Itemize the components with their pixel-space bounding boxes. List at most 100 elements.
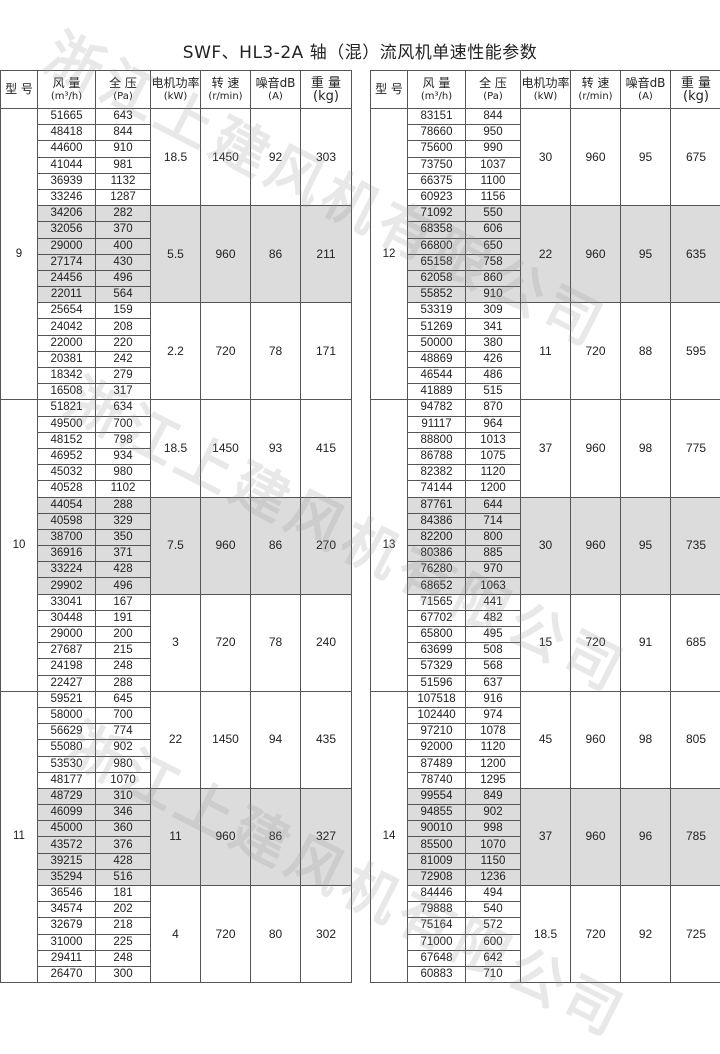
pressure-cell: 910 xyxy=(466,287,521,303)
power-cell: 45 xyxy=(521,691,571,788)
flow-cell: 30448 xyxy=(38,610,96,626)
flow-cell: 79888 xyxy=(408,902,466,918)
flow-cell: 46544 xyxy=(408,368,466,384)
flow-cell: 51821 xyxy=(38,400,96,416)
pressure-cell: 380 xyxy=(466,335,521,351)
flow-cell: 71000 xyxy=(408,934,466,950)
pressure-cell: 242 xyxy=(96,351,151,367)
power-cell: 2.2 xyxy=(151,303,201,400)
pressure-cell: 572 xyxy=(466,918,521,934)
pressure-cell: 370 xyxy=(96,222,151,238)
flow-cell: 33041 xyxy=(38,594,96,610)
pressure-cell: 428 xyxy=(96,853,151,869)
weight-cell: 415 xyxy=(301,400,352,497)
flow-cell: 41889 xyxy=(408,384,466,400)
flow-cell: 27174 xyxy=(38,254,96,270)
flow-cell: 29000 xyxy=(38,238,96,254)
flow-cell: 26470 xyxy=(38,966,96,982)
pressure-cell: 1037 xyxy=(466,157,521,173)
pressure-cell: 637 xyxy=(466,675,521,691)
flow-cell: 53319 xyxy=(408,303,466,319)
flow-cell: 86788 xyxy=(408,448,466,464)
flow-cell: 75164 xyxy=(408,918,466,934)
flow-cell: 27687 xyxy=(38,643,96,659)
pressure-cell: 329 xyxy=(96,513,151,529)
flow-cell: 24042 xyxy=(38,319,96,335)
header-model: 型 号 xyxy=(1,71,38,109)
pressure-cell: 346 xyxy=(96,805,151,821)
pressure-cell: 181 xyxy=(96,886,151,902)
pressure-cell: 1063 xyxy=(466,578,521,594)
flow-cell: 46952 xyxy=(38,448,96,464)
pressure-cell: 634 xyxy=(96,400,151,416)
flow-cell: 45000 xyxy=(38,821,96,837)
pressure-cell: 885 xyxy=(466,546,521,562)
speed-cell: 960 xyxy=(201,206,251,303)
noise-cell: 88 xyxy=(621,303,671,400)
pressure-cell: 1120 xyxy=(466,465,521,481)
weight-cell: 240 xyxy=(301,594,352,691)
weight-cell: 725 xyxy=(671,886,720,983)
flow-cell: 51269 xyxy=(408,319,466,335)
pressure-cell: 1236 xyxy=(466,869,521,885)
pressure-cell: 710 xyxy=(466,966,521,982)
pressure-cell: 643 xyxy=(96,109,151,125)
speed-cell: 960 xyxy=(571,788,621,885)
pressure-cell: 700 xyxy=(96,707,151,723)
weight-cell: 302 xyxy=(301,886,352,983)
header-speed: 转 速(r/min) xyxy=(571,71,621,109)
power-cell: 3 xyxy=(151,594,201,691)
flow-cell: 22000 xyxy=(38,335,96,351)
weight-cell: 735 xyxy=(671,497,720,594)
header-noise: 噪音dB(A) xyxy=(621,71,671,109)
flow-cell: 67702 xyxy=(408,610,466,626)
speed-cell: 960 xyxy=(571,691,621,788)
flow-cell: 40598 xyxy=(38,513,96,529)
pressure-cell: 159 xyxy=(96,303,151,319)
flow-cell: 16508 xyxy=(38,384,96,400)
weight-cell: 303 xyxy=(301,109,352,206)
flow-cell: 46099 xyxy=(38,805,96,821)
flow-cell: 74144 xyxy=(408,481,466,497)
flow-cell: 66375 xyxy=(408,173,466,189)
flow-cell: 32056 xyxy=(38,222,96,238)
pressure-cell: 494 xyxy=(466,886,521,902)
flow-cell: 48418 xyxy=(38,125,96,141)
noise-cell: 91 xyxy=(621,594,671,691)
flow-cell: 38700 xyxy=(38,529,96,545)
speed-cell: 720 xyxy=(201,886,251,983)
flow-cell: 92000 xyxy=(408,740,466,756)
weight-cell: 685 xyxy=(671,594,720,691)
pressure-cell: 550 xyxy=(466,206,521,222)
weight-cell: 270 xyxy=(301,497,352,594)
header-power: 电机功率(kW) xyxy=(151,71,201,109)
pressure-cell: 606 xyxy=(466,222,521,238)
model-cell: 10 xyxy=(1,400,38,691)
pressure-cell: 220 xyxy=(96,335,151,351)
speed-cell: 960 xyxy=(571,109,621,206)
flow-cell: 78740 xyxy=(408,772,466,788)
pressure-cell: 288 xyxy=(96,675,151,691)
pressure-cell: 202 xyxy=(96,902,151,918)
pressure-cell: 980 xyxy=(96,465,151,481)
header-flow: 风 量(m³/h) xyxy=(38,71,96,109)
pressure-cell: 934 xyxy=(96,448,151,464)
pressure-cell: 758 xyxy=(466,254,521,270)
pressure-cell: 288 xyxy=(96,497,151,513)
noise-cell: 95 xyxy=(621,206,671,303)
speed-cell: 960 xyxy=(201,788,251,885)
header-row: 型 号 风 量(m³/h) 全 压(Pa) 电机功率(kW) 转 速(r/min… xyxy=(371,71,720,109)
performance-table-left: 型 号 风 量(m³/h) 全 压(Pa) 电机功率(kW) 转 速(r/min… xyxy=(0,70,352,983)
flow-cell: 18342 xyxy=(38,368,96,384)
flow-cell: 39215 xyxy=(38,853,96,869)
speed-cell: 1450 xyxy=(201,109,251,206)
weight-cell: 327 xyxy=(301,788,352,885)
pressure-cell: 980 xyxy=(96,756,151,772)
pressure-cell: 441 xyxy=(466,594,521,610)
